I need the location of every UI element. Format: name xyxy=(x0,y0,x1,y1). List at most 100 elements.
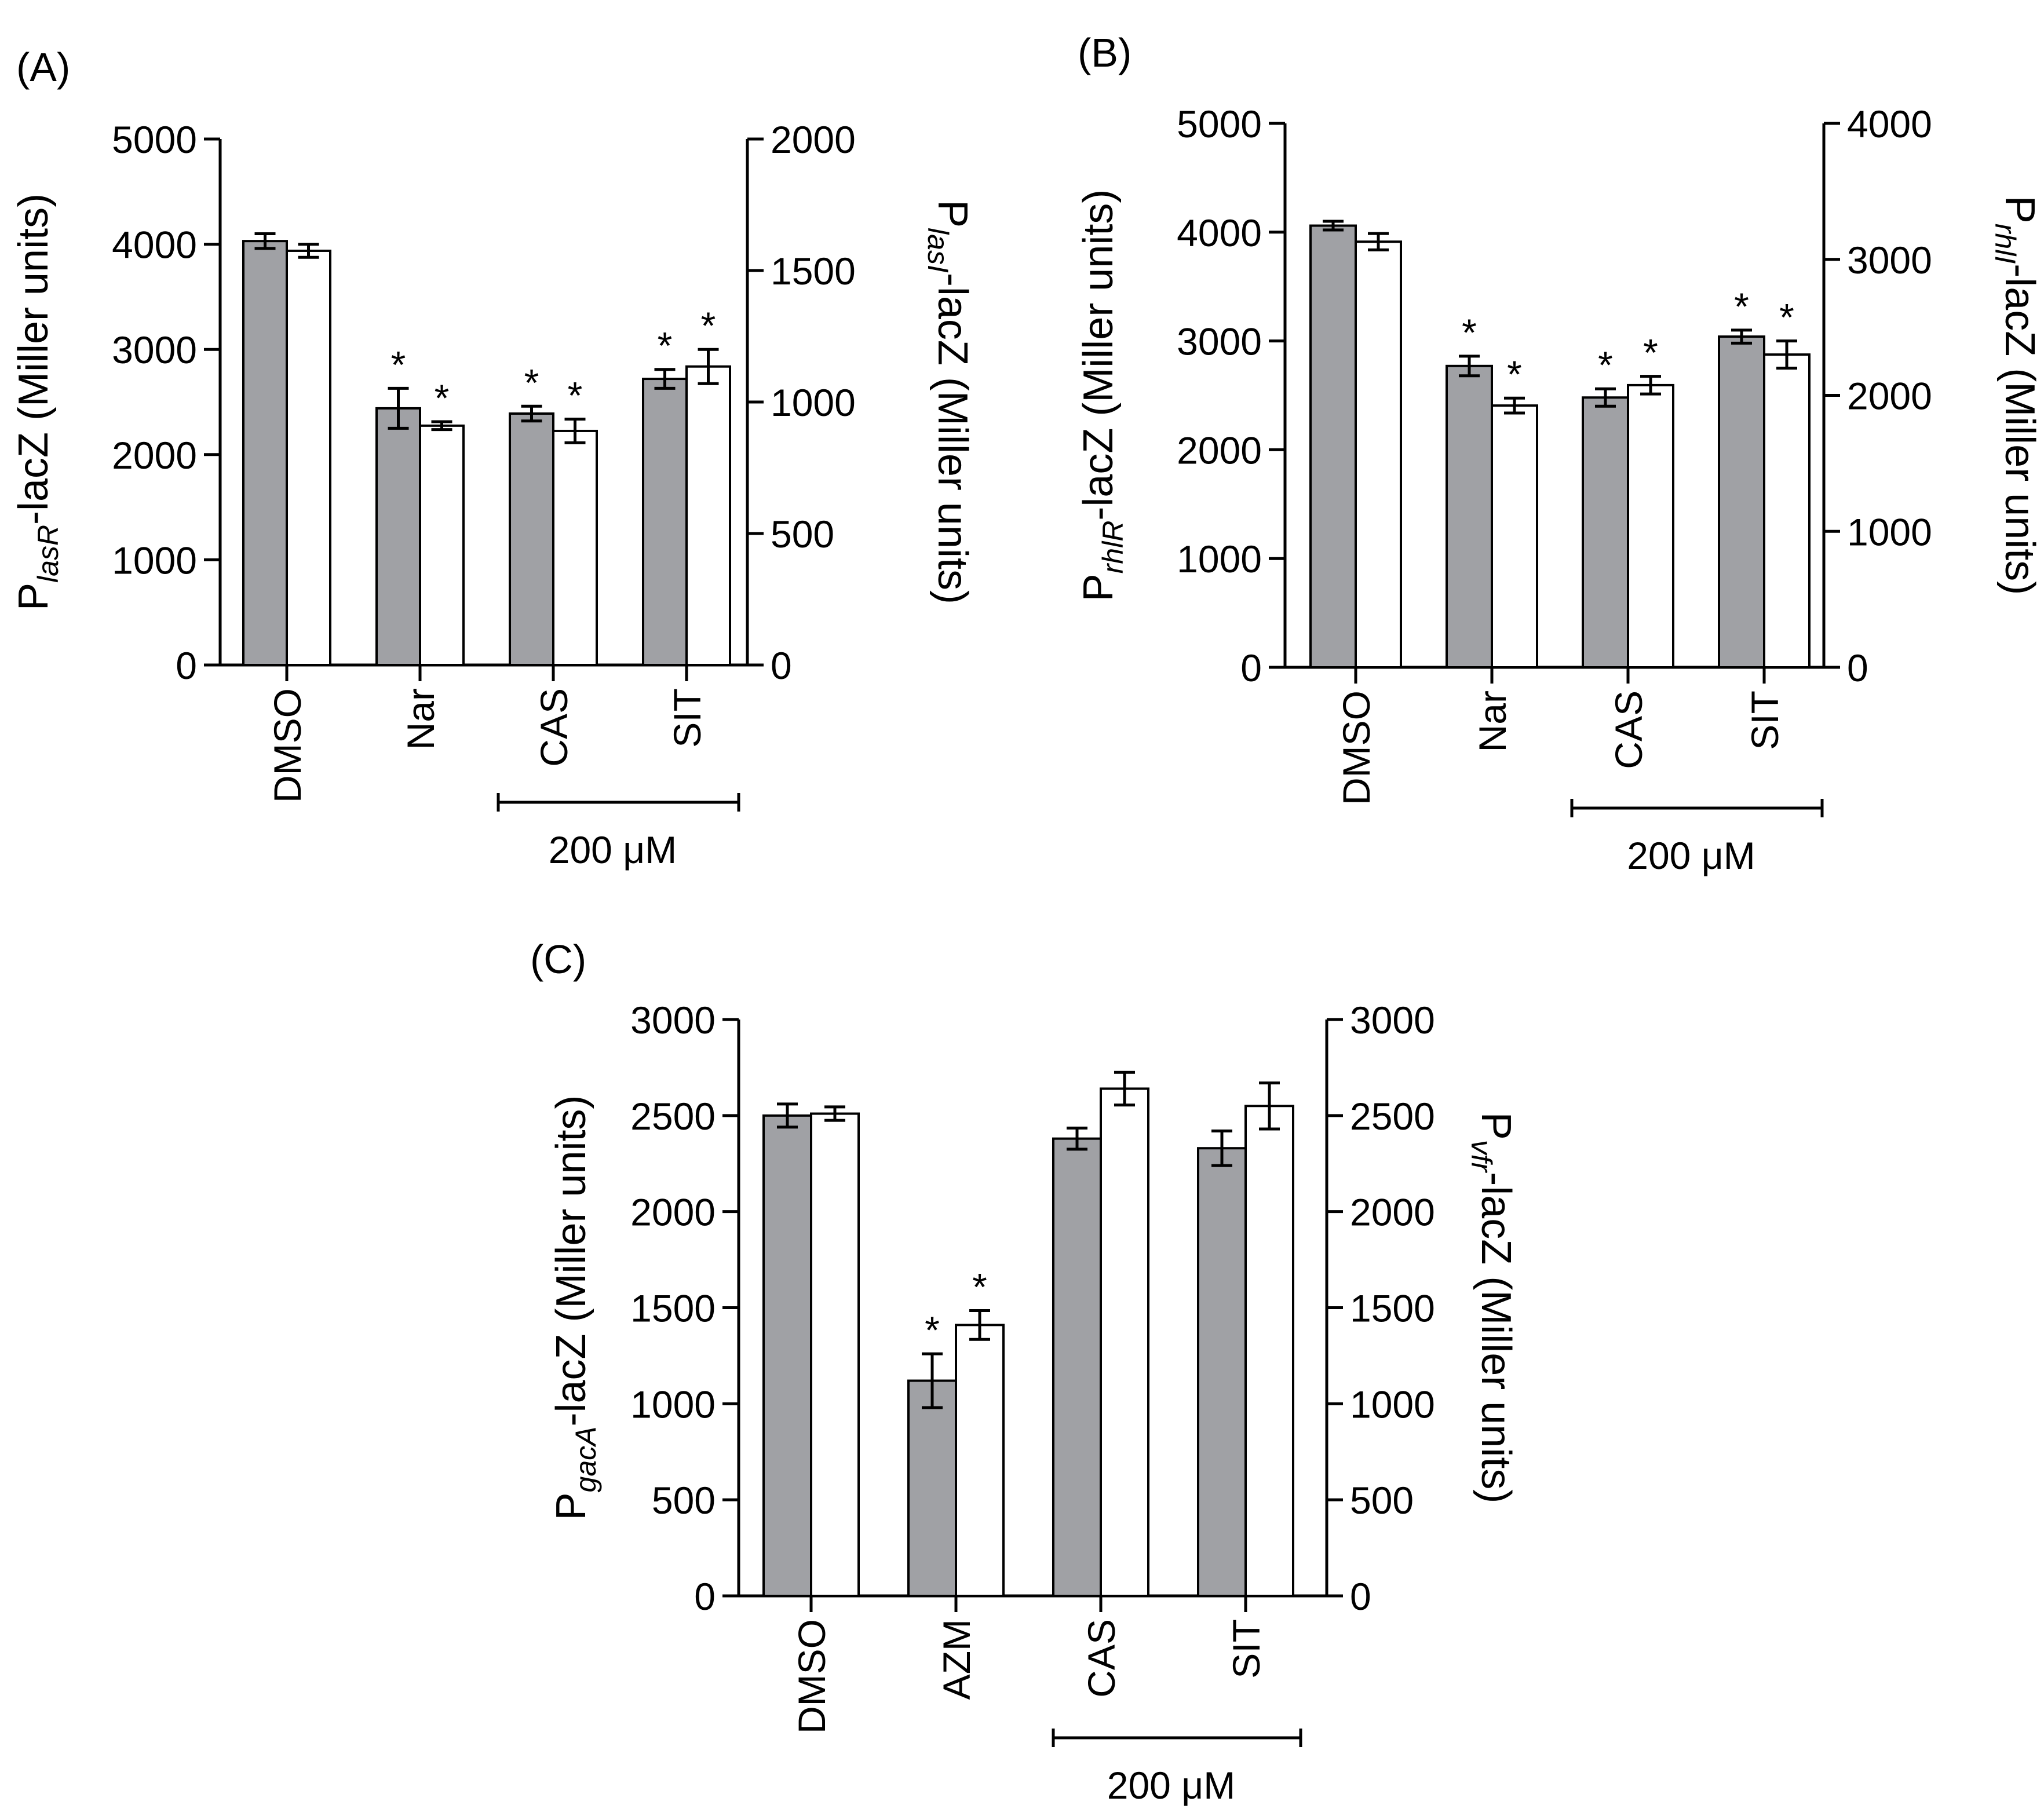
axis-title-prefix: P xyxy=(1075,573,1122,601)
bar-white xyxy=(685,365,731,666)
significance-star: * xyxy=(1598,344,1613,386)
y-axis-title-left: PrhlR-lacZ (Miller units) xyxy=(1075,189,1129,602)
significance-star: * xyxy=(1643,331,1658,374)
y-axis-title-right: PrhlI-lacZ (Miller units) xyxy=(1989,196,2043,595)
y-tick-label-left: 4000 xyxy=(112,224,197,266)
bar-white xyxy=(1763,353,1811,668)
bar-white xyxy=(1627,383,1674,668)
x-tick-label: Nar xyxy=(399,688,442,750)
y-tick-label-right: 2500 xyxy=(1350,1095,1435,1138)
y-axis-title-right: Pvfr-lacZ (Miller units) xyxy=(1465,1112,1519,1504)
bracket-label: 200 μM xyxy=(549,828,677,871)
y-tick-label-left: 2000 xyxy=(112,434,197,477)
y-tick-label-right: 500 xyxy=(771,513,834,556)
x-tick-label: DMSO xyxy=(790,1619,833,1734)
bar-white xyxy=(419,424,465,666)
y-tick-label-left: 0 xyxy=(1240,646,1262,689)
y-tick-label-right: 2000 xyxy=(1350,1191,1435,1234)
bar-gray xyxy=(1582,396,1629,668)
bar-gray xyxy=(375,407,421,666)
x-tick-label: SIT xyxy=(1743,690,1786,750)
panel-a: (A) 0 1000 2000 3000 4000 5000 0 500 1000 1500 2000… xyxy=(10,45,976,871)
y-tick-label-left: 5000 xyxy=(112,118,197,161)
significance-star: * xyxy=(925,1309,940,1351)
bar-white xyxy=(1491,404,1538,668)
y-tick-label-left: 5000 xyxy=(1177,103,1262,145)
bar-gray xyxy=(1446,364,1493,668)
axis-title-suffix: -lacZ (Miller units) xyxy=(1473,1172,1519,1503)
y-axis-title-right: PlasI-lacZ (Miller units) xyxy=(922,200,976,604)
significance-star: * xyxy=(391,343,406,386)
bar-white xyxy=(1100,1087,1149,1597)
y-tick-label-left: 1000 xyxy=(112,539,197,582)
bar-white xyxy=(1355,240,1402,669)
y-tick-label-left: 1500 xyxy=(630,1287,716,1330)
y-tick-label-left: 4000 xyxy=(1177,211,1262,254)
bar-gray xyxy=(1718,335,1765,668)
y-tick-label-right: 4000 xyxy=(1847,103,1932,145)
bar-gray xyxy=(242,240,288,667)
bar-gray xyxy=(762,1114,812,1598)
panel-c: (C) 0 500 1000 1500 2000 2500 3000 0 500 1000 1500 2… xyxy=(530,937,1519,1807)
axis-title-prefix: P xyxy=(548,1492,594,1520)
axis-title-suffix: -lacZ (Miller units) xyxy=(1996,264,2043,595)
y-tick-label-right: 3000 xyxy=(1350,999,1435,1042)
axis-title-subscript: gacA xyxy=(570,1427,602,1493)
x-tick-label: SIT xyxy=(1225,1619,1268,1679)
significance-star: * xyxy=(658,324,673,367)
bar-gray xyxy=(1052,1137,1102,1597)
y-tick-label-right: 500 xyxy=(1350,1479,1414,1522)
significance-star: * xyxy=(1507,353,1522,396)
axis-title-suffix: -lacZ (Miller units) xyxy=(1075,189,1122,521)
x-tick-label: DMSO xyxy=(1335,690,1378,805)
bar-gray xyxy=(907,1379,957,1598)
y-tick-label-left: 2000 xyxy=(1177,429,1262,472)
axis-title-prefix: P xyxy=(1473,1112,1519,1140)
significance-star: * xyxy=(568,374,583,417)
x-tick-label: CAS xyxy=(1080,1619,1123,1698)
bar-white xyxy=(286,249,331,666)
y-tick-label-left: 3000 xyxy=(1177,320,1262,363)
y-tick-label-right: 2000 xyxy=(771,118,856,161)
axis-title-subscript: rhlI xyxy=(1989,224,2021,264)
axis-title-prefix: P xyxy=(10,583,57,611)
axis-title-suffix: -lacZ (Miller units) xyxy=(10,193,57,525)
axis-title-subscript: lasR xyxy=(32,525,64,583)
bracket-label: 200 μM xyxy=(1627,834,1755,877)
y-tick-label-left: 0 xyxy=(694,1575,716,1618)
axis-title-subscript: vfr xyxy=(1465,1140,1498,1174)
y-tick-label-right: 2000 xyxy=(1847,375,1932,418)
y-tick-label-left: 0 xyxy=(176,644,197,687)
bar-gray xyxy=(509,412,554,666)
y-tick-label-right: 1000 xyxy=(1847,510,1932,553)
y-tick-label-right: 1000 xyxy=(771,381,856,424)
y-tick-label-right: 1500 xyxy=(771,250,856,293)
y-tick-label-left: 3000 xyxy=(630,999,716,1042)
significance-star: * xyxy=(701,304,716,347)
panel-label: (C) xyxy=(530,937,586,982)
y-axis-title-left: PlasR-lacZ (Miller units) xyxy=(10,193,64,611)
x-tick-label: Nar xyxy=(1471,690,1514,752)
panel-label: (A) xyxy=(16,45,70,90)
significance-star: * xyxy=(435,377,450,419)
x-tick-label: CAS xyxy=(532,688,575,767)
bar-gray xyxy=(1197,1147,1247,1597)
axis-title-subscript: rhlR xyxy=(1097,521,1129,574)
y-tick-label-left: 1000 xyxy=(630,1383,716,1426)
y-tick-label-left: 2500 xyxy=(630,1095,716,1138)
bar-gray xyxy=(642,378,688,666)
panel-b: (B) 0 1000 2000 3000 4000 5000 0 1000 2000 3000 400… xyxy=(1075,30,2043,877)
axis-title-prefix: P xyxy=(929,200,976,228)
axis-title-suffix: -lacZ (Miller units) xyxy=(929,273,976,604)
significance-star: * xyxy=(1734,285,1749,328)
x-tick-label: SIT xyxy=(666,688,709,748)
significance-star: * xyxy=(972,1265,987,1308)
y-tick-label-left: 3000 xyxy=(112,328,197,371)
y-tick-label-right: 0 xyxy=(1350,1575,1371,1618)
axis-title-suffix: -lacZ (Miller units) xyxy=(548,1095,594,1426)
y-tick-label-right: 0 xyxy=(771,644,792,687)
y-tick-label-left: 500 xyxy=(652,1479,716,1522)
x-tick-label: DMSO xyxy=(266,688,309,803)
y-tick-label-right: 1500 xyxy=(1350,1287,1435,1330)
